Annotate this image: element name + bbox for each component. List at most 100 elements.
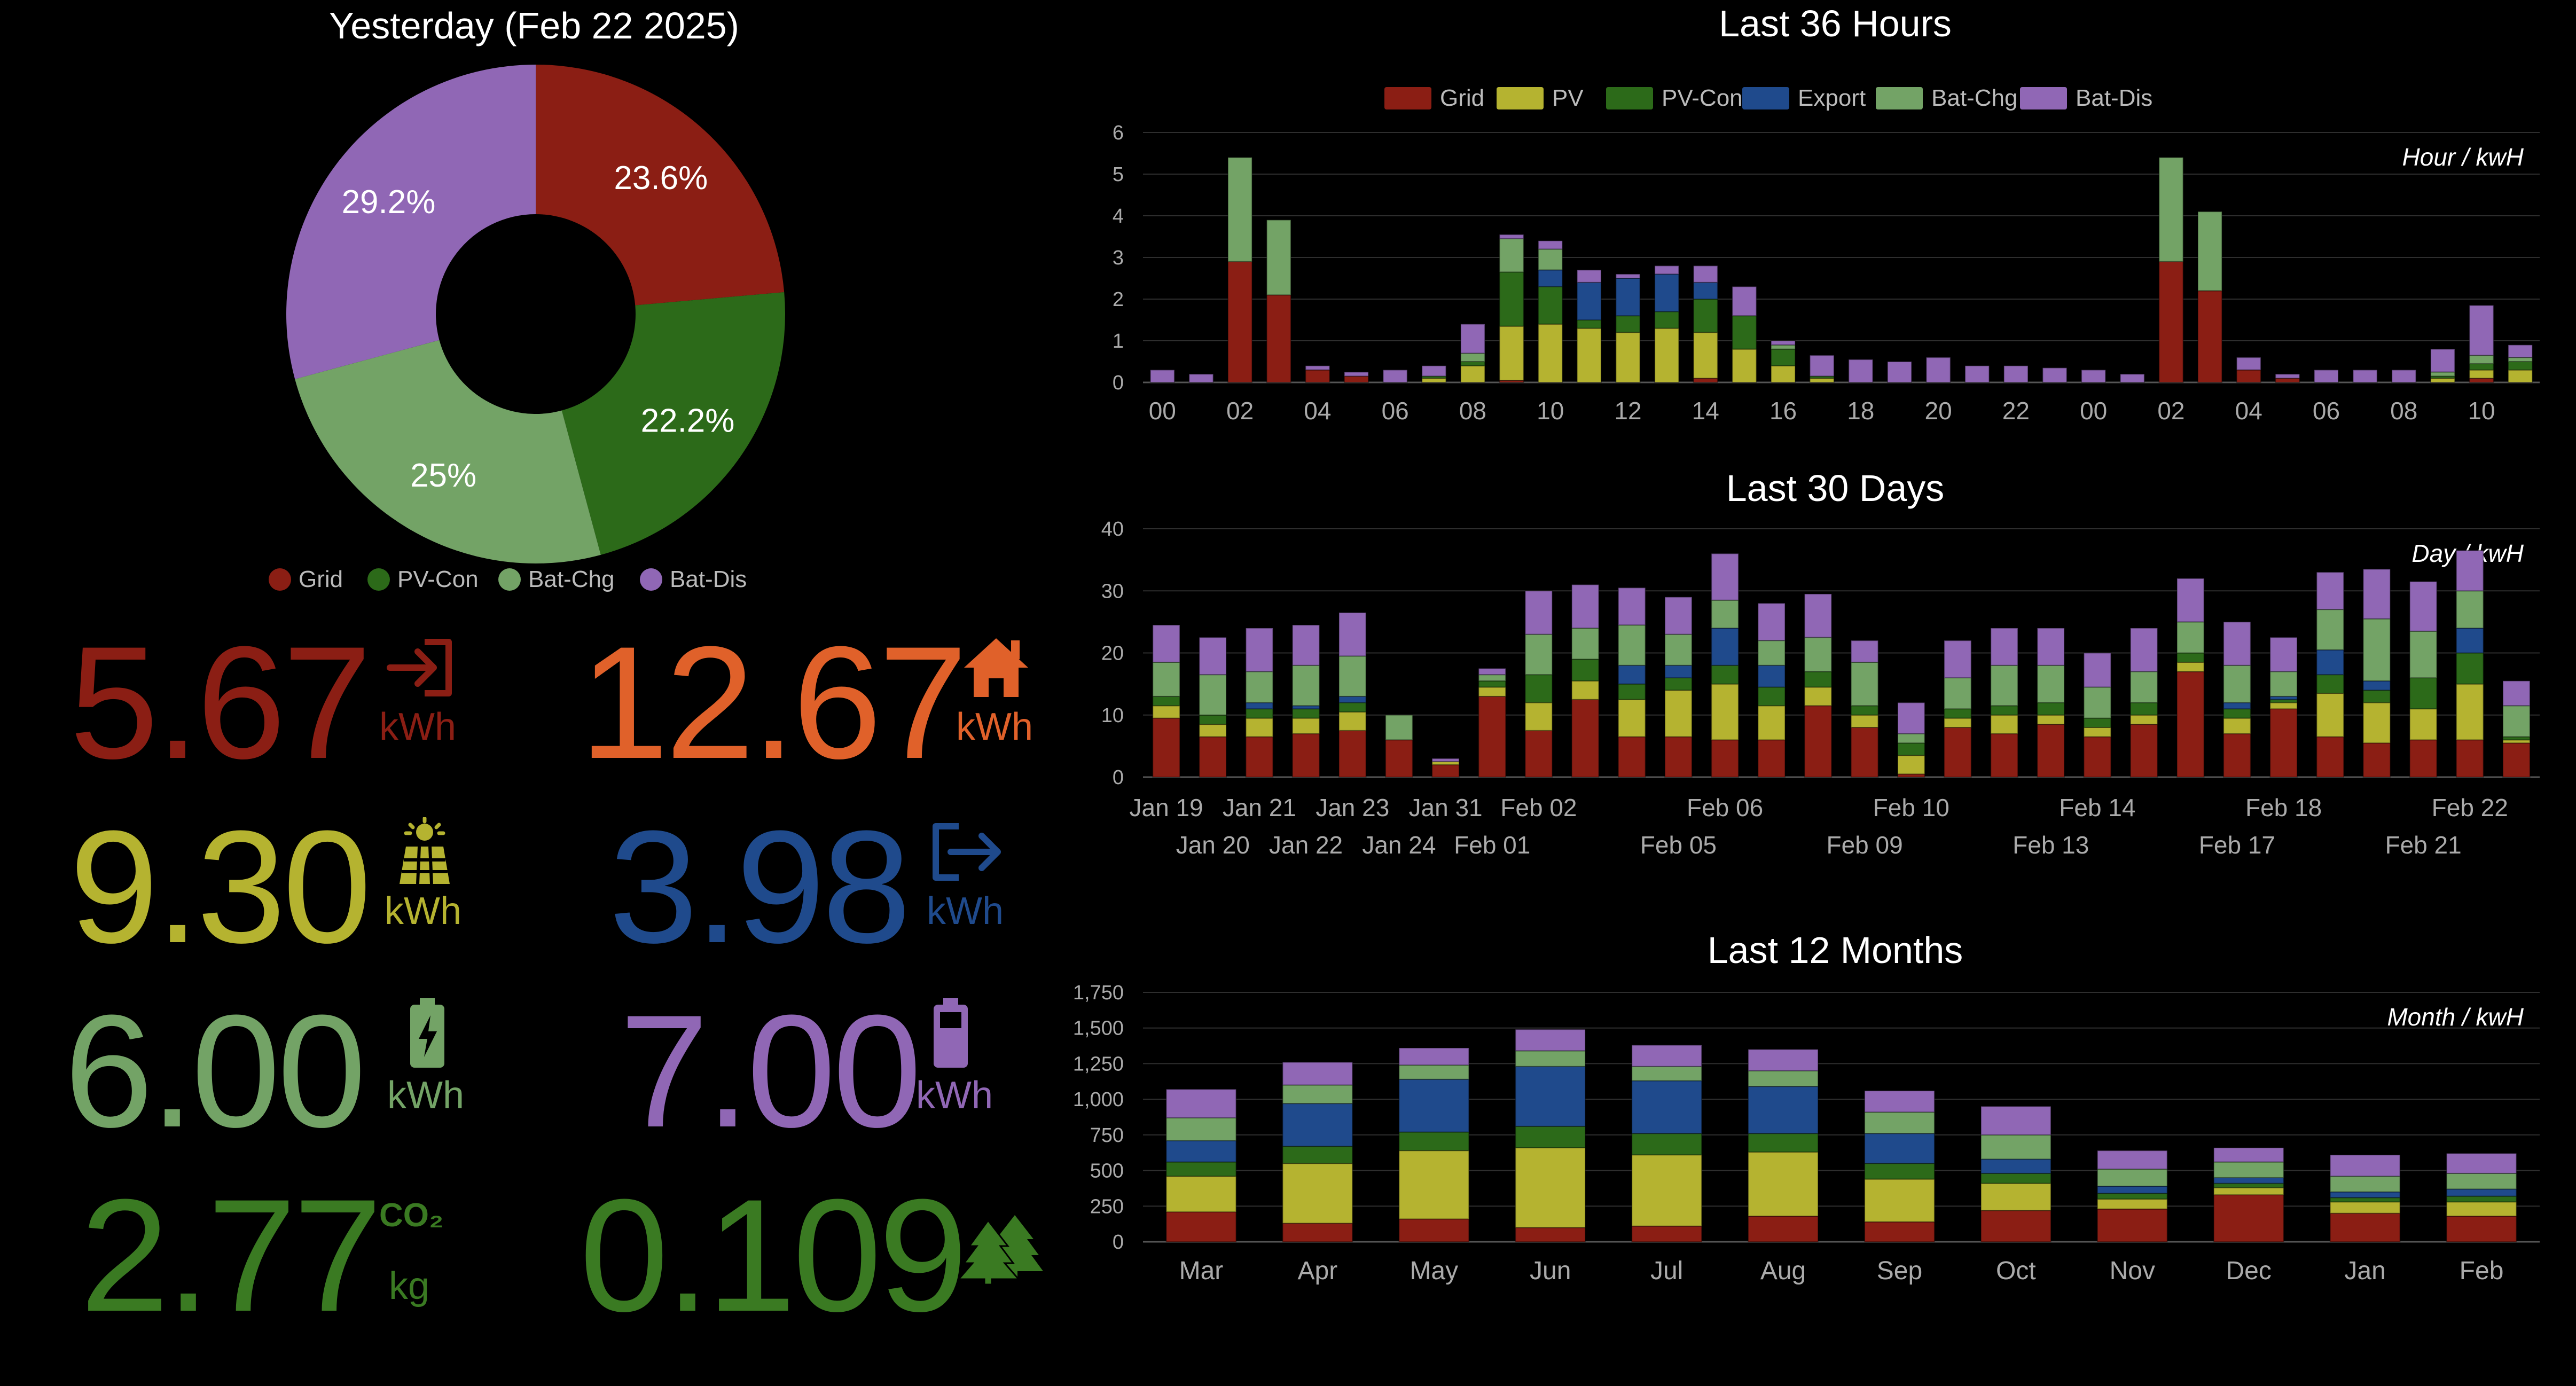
bar-segment-grid[interactable] — [2096, 1208, 2168, 1243]
bar-segment-pv[interactable] — [1245, 717, 1274, 738]
bar-segment-grid[interactable] — [2469, 378, 2494, 383]
bar-segment-pv[interactable] — [1771, 365, 1796, 383]
bar-segment-export[interactable] — [1615, 278, 1641, 317]
bar-segment-export[interactable] — [1654, 273, 1680, 312]
bar-segment-pv-con[interactable] — [1165, 1161, 1237, 1177]
bar-segment-pv-con[interactable] — [1515, 1125, 1586, 1148]
bar-segment-grid[interactable] — [1227, 261, 1253, 383]
bar-segment-bat-dis[interactable] — [1152, 624, 1180, 663]
bar-segment-bat-chg[interactable] — [2316, 609, 2345, 651]
donut-legend-item[interactable]: Bat-Chg — [498, 563, 614, 596]
bar-segment-pv-con[interactable] — [2096, 1193, 2168, 1200]
bar-segment-export[interactable] — [2455, 628, 2484, 654]
bar-segment-export[interactable] — [2362, 680, 2391, 691]
bar-segment-pv[interactable] — [2096, 1198, 2168, 1210]
bar-segment-bat-dis[interactable] — [2096, 1150, 2168, 1170]
bar-segment-bat-dis[interactable] — [1664, 596, 1693, 635]
bar-segment-pv-con[interactable] — [2329, 1197, 2401, 1203]
bar-segment-bat-dis[interactable] — [2316, 571, 2345, 610]
bar-segment-grid[interactable] — [1515, 1227, 1586, 1242]
bar-segment-bat-dis[interactable] — [1165, 1089, 1237, 1118]
bar-segment-bat-dis[interactable] — [2275, 373, 2300, 379]
bar-segment-grid[interactable] — [1631, 1225, 1702, 1242]
bar-segment-bat-dis[interactable] — [1305, 365, 1330, 371]
bar-segment-grid[interactable] — [2158, 261, 2184, 383]
bar-segment-pv-con[interactable] — [1711, 664, 1739, 685]
bar-segment-pv[interactable] — [2455, 683, 2484, 741]
bar-segment-pv[interactable] — [2037, 714, 2065, 725]
bar-segment-pv[interactable] — [1398, 1150, 1470, 1220]
bar-segment-bat-dis[interactable] — [2446, 1153, 2517, 1174]
bar-segment-grid[interactable] — [2176, 671, 2205, 778]
bar-segment-pv[interactable] — [2269, 702, 2298, 710]
bar-segment-pv[interactable] — [1664, 690, 1693, 738]
bar-segment-pv-con[interactable] — [2362, 690, 2391, 703]
bar-segment-grid[interactable] — [1524, 730, 1553, 778]
bar-segment-export[interactable] — [1664, 664, 1693, 678]
bar-segment-bat-dis[interactable] — [2409, 581, 2438, 632]
bar-segment-pv[interactable] — [1757, 705, 1786, 741]
bar-segment-bat-dis[interactable] — [2236, 357, 2261, 371]
bar-segment-bat-dis[interactable] — [1245, 628, 1274, 672]
bar-segment-bat-chg[interactable] — [2409, 630, 2438, 678]
bar-segment-pv[interactable] — [2176, 661, 2205, 672]
bar-segment-bat-dis[interactable] — [1990, 628, 2018, 666]
donut-slice-bat-chg[interactable] — [295, 340, 601, 563]
bar-segment-export[interactable] — [1282, 1103, 1353, 1147]
bar-segment-export[interactable] — [1757, 664, 1786, 688]
bar-segment-pv[interactable] — [1538, 323, 1563, 383]
bar-segment-grid[interactable] — [1850, 727, 1879, 778]
bar-segment-pv-con[interactable] — [2508, 361, 2533, 371]
bar-segment-bat-dis[interactable] — [1964, 365, 1990, 383]
bar-segment-bat-dis[interactable] — [1848, 359, 1874, 383]
bar-segment-pv[interactable] — [1524, 702, 1553, 731]
bar-segment-pv[interactable] — [1515, 1147, 1586, 1228]
bar-segment-bat-dis[interactable] — [2469, 304, 2494, 356]
bar-segment-bat-chg[interactable] — [2446, 1172, 2517, 1190]
bar-segment-bat-dis[interactable] — [2362, 568, 2391, 620]
bar-segment-bat-chg[interactable] — [1617, 624, 1646, 666]
bar-segment-grid[interactable] — [1152, 717, 1180, 778]
bar-segment-bat-dis[interactable] — [2329, 1154, 2401, 1177]
bar-segment-pv-con[interactable] — [1245, 708, 1274, 719]
bar-segment-grid[interactable] — [2037, 724, 2065, 778]
bar-segment-grid[interactable] — [1266, 294, 1291, 383]
bar-segment-grid[interactable] — [2275, 378, 2300, 383]
bar-segment-bat-chg[interactable] — [1478, 674, 1507, 682]
bar-segment-pv[interactable] — [2362, 702, 2391, 744]
bar-segment-bat-dis[interactable] — [1515, 1029, 1586, 1052]
bar-segment-bat-dis[interactable] — [2081, 369, 2107, 383]
bar-segment-bat-dis[interactable] — [2502, 680, 2531, 707]
bar-segment-pv[interactable] — [1571, 680, 1600, 700]
bar-segment-pv[interactable] — [1615, 332, 1641, 383]
bar-segment-pv[interactable] — [1631, 1154, 1702, 1227]
bar-segment-bat-dis[interactable] — [2119, 373, 2145, 383]
bar-segment-bat-dis[interactable] — [2213, 1147, 2284, 1163]
bar-segment-bat-dis[interactable] — [1460, 323, 1485, 354]
bar-segment-bat-dis[interactable] — [1499, 234, 1524, 239]
bar-segment-export[interactable] — [1980, 1158, 2052, 1174]
bar-segment-bat-chg[interactable] — [2158, 156, 2184, 262]
bar-segment-bat-dis[interactable] — [1199, 637, 1227, 676]
bar-segment-export[interactable] — [2446, 1188, 2517, 1197]
bar-segment-bat-dis[interactable] — [2129, 628, 2158, 672]
bar-segment-grid[interactable] — [1990, 733, 2018, 778]
bar-segment-bat-dis[interactable] — [2352, 369, 2378, 383]
donut-slice-bat-dis[interactable] — [286, 65, 536, 379]
bar-segment-grid[interactable] — [1291, 733, 1320, 778]
bar-segment-pv-con[interactable] — [2037, 702, 2065, 716]
bar-segment-pv[interactable] — [2409, 708, 2438, 741]
bar-segment-pv[interactable] — [1152, 705, 1180, 719]
bar-segment-grid[interactable] — [1571, 699, 1600, 778]
bar-segment-bat-dis[interactable] — [1343, 371, 1369, 377]
bar-segment-bat-chg[interactable] — [1227, 156, 1253, 262]
bar-segment-pv[interactable] — [2329, 1201, 2401, 1214]
bar-segment-pv-con[interactable] — [1524, 674, 1553, 703]
bar-segment-pv-con[interactable] — [2446, 1195, 2517, 1203]
bar-segment-bat-dis[interactable] — [2176, 578, 2205, 623]
bar-segment-export[interactable] — [2096, 1185, 2168, 1194]
bar-segment-bat-chg[interactable] — [1804, 637, 1833, 672]
bar-segment-export[interactable] — [1617, 664, 1646, 685]
donut-legend-item[interactable]: PV-Con — [367, 563, 479, 596]
bar-segment-pv[interactable] — [1693, 332, 1718, 379]
